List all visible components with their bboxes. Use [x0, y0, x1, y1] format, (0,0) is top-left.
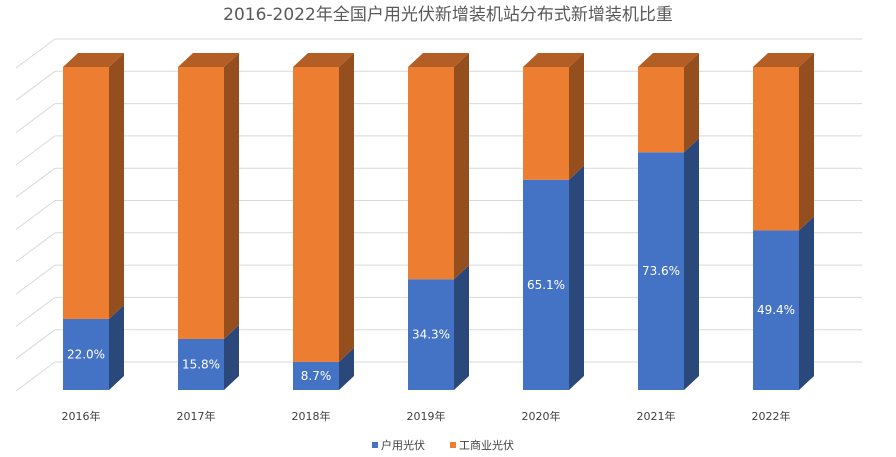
- bar-side: [109, 53, 124, 319]
- bar-top: [408, 53, 469, 67]
- gridline-side: [15, 361, 56, 392]
- x-tick-label: 2016年: [62, 409, 101, 423]
- bar-commercial: [293, 67, 339, 362]
- bar-residential: [408, 279, 454, 390]
- x-tick-label: 2018年: [292, 409, 331, 423]
- bar-top: [638, 53, 699, 67]
- bar-side: [339, 53, 354, 362]
- bar-side: [109, 304, 124, 390]
- gridline-side: [15, 38, 56, 69]
- bar-side: [569, 53, 584, 180]
- gridline-side: [15, 103, 56, 134]
- gridline-side: [15, 232, 56, 263]
- data-label: 15.8%: [182, 357, 220, 371]
- x-tick-label: 2022年: [752, 409, 791, 423]
- bar-side: [569, 165, 584, 390]
- bar-commercial: [408, 67, 454, 280]
- bar-residential: [178, 338, 224, 390]
- bar-residential: [63, 318, 109, 390]
- x-tick-label: 2021年: [637, 409, 676, 423]
- bar-top: [63, 53, 124, 67]
- bar-side: [799, 216, 814, 390]
- bar-commercial: [63, 67, 109, 319]
- bar-commercial: [753, 67, 799, 231]
- bar-residential: [293, 361, 339, 390]
- gridline-side: [15, 135, 56, 166]
- legend: 户用光伏 工商业光伏: [372, 438, 514, 452]
- bar-side: [454, 265, 469, 390]
- bar-side: [684, 138, 699, 390]
- bar-residential: [753, 230, 799, 390]
- legend-label: 工商业光伏: [459, 438, 514, 452]
- bar-top: [523, 53, 584, 67]
- data-label: 65.1%: [527, 278, 565, 292]
- legend-label: 户用光伏: [381, 438, 425, 452]
- data-label: 22.0%: [67, 347, 105, 361]
- legend-swatch: [450, 442, 456, 448]
- gridline-side: [15, 264, 56, 295]
- gridline-side: [15, 167, 56, 198]
- gridline-side: [15, 329, 56, 360]
- bar-side: [224, 324, 239, 390]
- bar-top: [178, 53, 239, 67]
- chart-title: 2016-2022年全国户用光伏新增装机站分布式新增装机比重: [223, 5, 673, 25]
- data-label: 34.3%: [412, 328, 450, 342]
- data-label: 8.7%: [301, 369, 332, 383]
- data-label: 49.4%: [757, 303, 795, 317]
- legend-swatch: [372, 442, 378, 448]
- bar-commercial: [638, 67, 684, 153]
- gridline-side: [15, 70, 56, 101]
- data-label: 73.6%: [642, 264, 680, 278]
- bar-side: [454, 53, 469, 280]
- gridline-side: [15, 200, 56, 230]
- bar-residential: [638, 152, 684, 390]
- bar-side: [339, 347, 354, 390]
- x-tick-label: 2017年: [177, 409, 216, 423]
- bar-top: [753, 53, 814, 67]
- gridline-side: [15, 296, 56, 327]
- bar-side: [799, 53, 814, 231]
- bar-top: [293, 53, 354, 67]
- bar-side: [224, 53, 239, 339]
- bar-commercial: [523, 67, 569, 180]
- labels: 22.0% 2016年 15.8% 2017年 8.7% 2018年 34.3% 2019年 6…: [62, 264, 796, 423]
- bar-commercial: [178, 67, 224, 339]
- bar-side: [684, 53, 699, 153]
- bars: [63, 53, 814, 390]
- x-tick-label: 2020年: [522, 409, 561, 423]
- bar-residential: [523, 179, 569, 390]
- x-tick-label: 2019年: [407, 409, 446, 423]
